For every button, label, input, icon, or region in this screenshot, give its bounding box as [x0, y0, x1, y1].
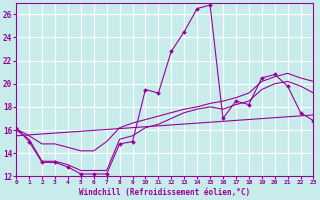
X-axis label: Windchill (Refroidissement éolien,°C): Windchill (Refroidissement éolien,°C) — [79, 188, 250, 197]
